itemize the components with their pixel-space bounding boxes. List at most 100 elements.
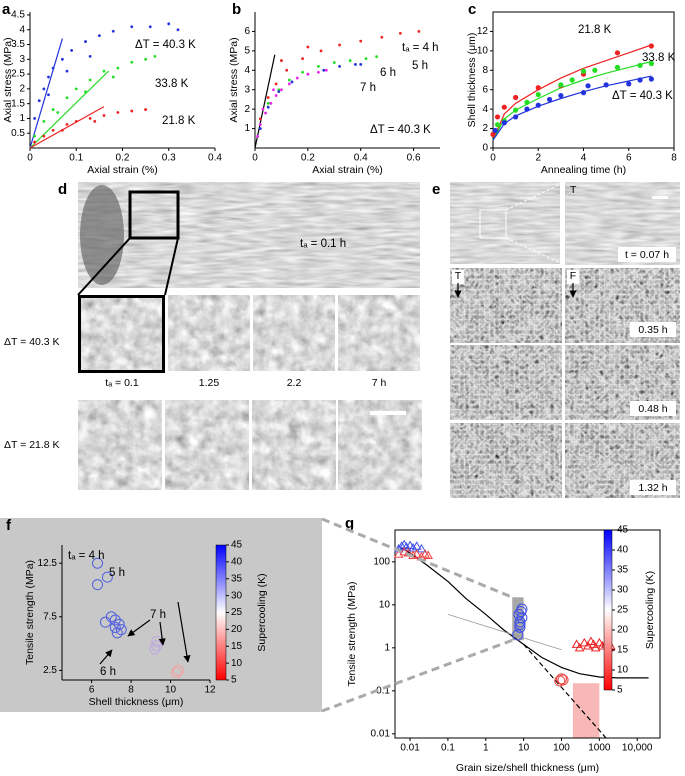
y-tick-label: 2 (244, 104, 250, 115)
x-tick-label: 0 (490, 153, 496, 164)
y-tick-label: 2.5 (43, 665, 57, 676)
colorbar-tick-label: 20 (231, 624, 243, 635)
point (65, 122, 69, 126)
point (149, 643, 161, 655)
x-tick-label: 0.2 (116, 153, 130, 164)
colorbar-tick-label: 30 (231, 590, 243, 601)
point (555, 673, 567, 685)
x-tick-label: 4 (581, 153, 587, 164)
point (70, 49, 74, 52)
micrograph (78, 400, 162, 490)
point (380, 35, 384, 39)
point (258, 117, 262, 121)
colorbar (603, 529, 613, 691)
image-label: T (570, 184, 577, 196)
point (535, 91, 541, 98)
point (109, 622, 121, 633)
colorbar-tick-label: 40 (231, 557, 243, 568)
point (338, 43, 341, 47)
point (501, 104, 507, 110)
series-label: 33.8 K (642, 52, 676, 64)
series-label: tₐ = 4 h (402, 42, 439, 54)
point (51, 66, 55, 70)
x-tick-label: 2 (535, 153, 541, 164)
connector (321, 517, 513, 599)
series-label: 7 h (360, 82, 376, 94)
zoom-line (505, 181, 566, 211)
y-tick-label: 8 (482, 65, 488, 76)
series-label: ΔT = 40.3 K (612, 90, 673, 102)
y-tick-label: 6 (482, 84, 488, 95)
colorbar-tick-label: 45 (231, 540, 243, 551)
point (306, 45, 310, 49)
zoom-box (479, 209, 507, 239)
zoom-line (164, 237, 179, 296)
point (558, 92, 564, 99)
point (176, 28, 180, 32)
colorbar-tick-label: 45 (617, 525, 629, 536)
point (92, 557, 104, 569)
series-label: ΔT = 40.3 K (135, 39, 196, 51)
point (111, 29, 115, 33)
point (614, 50, 621, 56)
x-tick-label: 100 (553, 743, 570, 754)
colorbar-tick-label: 20 (617, 625, 629, 636)
point (115, 624, 127, 636)
point (359, 39, 363, 43)
point (65, 96, 69, 100)
y-tick-label: 4 (244, 65, 250, 76)
panel-letter: e (432, 181, 440, 198)
fit-line (29, 106, 105, 149)
y-tick-label: 1 (244, 123, 250, 134)
scale-bar (652, 196, 668, 199)
colorbar-tick-label: 40 (617, 545, 629, 556)
point (569, 77, 575, 83)
point (285, 68, 289, 72)
time-label: 1.25 (199, 377, 220, 389)
point (116, 111, 120, 114)
y-tick-label: 2 (19, 84, 25, 95)
time-label: tₐ = 0.1 (105, 377, 139, 389)
x-tick-label: 1 (483, 743, 489, 754)
point (637, 62, 643, 69)
series-label: 21.8 K (578, 24, 612, 36)
panel-letter: f (6, 517, 12, 534)
point (583, 641, 593, 650)
x-axis-label: Axial strain (%) (312, 164, 383, 176)
colorbar-label: Supercooling (K) (644, 571, 656, 649)
micrographs (77, 181, 680, 498)
colorbar-tick-label: 5 (617, 685, 623, 696)
point (359, 63, 363, 66)
point (399, 546, 410, 556)
point (557, 674, 569, 686)
x-tick-label: 0.6 (407, 153, 421, 164)
fit-line (492, 44, 652, 141)
time-label: t = 0.07 h (625, 249, 669, 261)
micrograph (450, 182, 560, 264)
y-tick-label: 0.01 (371, 728, 391, 739)
point (401, 542, 412, 551)
micrograph (450, 423, 562, 498)
y-tick-label: 1 (19, 113, 25, 124)
arrow (177, 601, 191, 663)
row-label: ΔT = 40.3 K (4, 336, 60, 348)
point (153, 54, 157, 58)
y-tick-label: 10 (477, 45, 489, 56)
point (272, 88, 275, 92)
point (51, 108, 55, 111)
point (148, 25, 152, 29)
colorbar-tick-label: 10 (231, 658, 243, 669)
point (580, 68, 587, 74)
plot-frame (394, 529, 661, 739)
zoom-box (128, 190, 180, 240)
y-tick-label: 0.5 (11, 128, 25, 139)
point (60, 128, 64, 132)
point (33, 117, 37, 120)
point (490, 131, 496, 137)
point (317, 70, 320, 74)
point (33, 140, 37, 144)
time-label: 1.32 h (638, 482, 667, 494)
label-box (630, 322, 676, 337)
point (111, 627, 123, 639)
point (65, 69, 69, 73)
